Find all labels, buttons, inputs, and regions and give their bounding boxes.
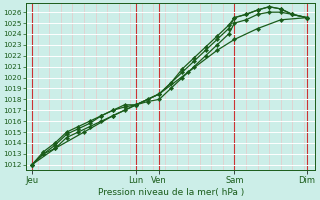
X-axis label: Pression niveau de la mer( hPa ): Pression niveau de la mer( hPa ) xyxy=(98,188,244,197)
